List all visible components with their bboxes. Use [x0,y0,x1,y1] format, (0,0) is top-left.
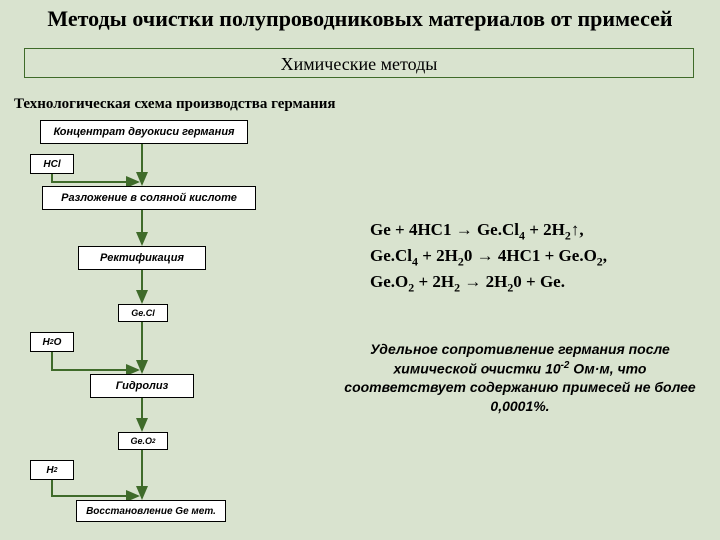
box-concentrate: Концентрат двуокиси германия [40,120,248,144]
arrow-h2o-in [52,352,138,370]
reaction-equations: Ge + 4HC1 → Ge.Cl4 + 2H2↑,Ge.Cl4 + 2H20 … [370,218,607,296]
box-hydrolysis: Гидролиз [90,374,194,398]
arrow-hcl-in [52,174,138,182]
box-decomposition: Разложение в соляной кислоте [42,186,256,210]
box-rectification: Ректификация [78,246,206,270]
box-h2: H2 [30,460,74,480]
flow-arrows [0,0,720,540]
box-hcl: HCl [30,154,74,174]
arrow-h2-in [52,480,138,496]
box-h2o: H2O [30,332,74,352]
box-gecl: Ge.Cl [118,304,168,322]
box-geo2: Ge.O2 [118,432,168,450]
result-description: Удельное сопротивление германия после хи… [340,340,700,416]
box-reduction: Восстановление Ge мет. [76,500,226,522]
